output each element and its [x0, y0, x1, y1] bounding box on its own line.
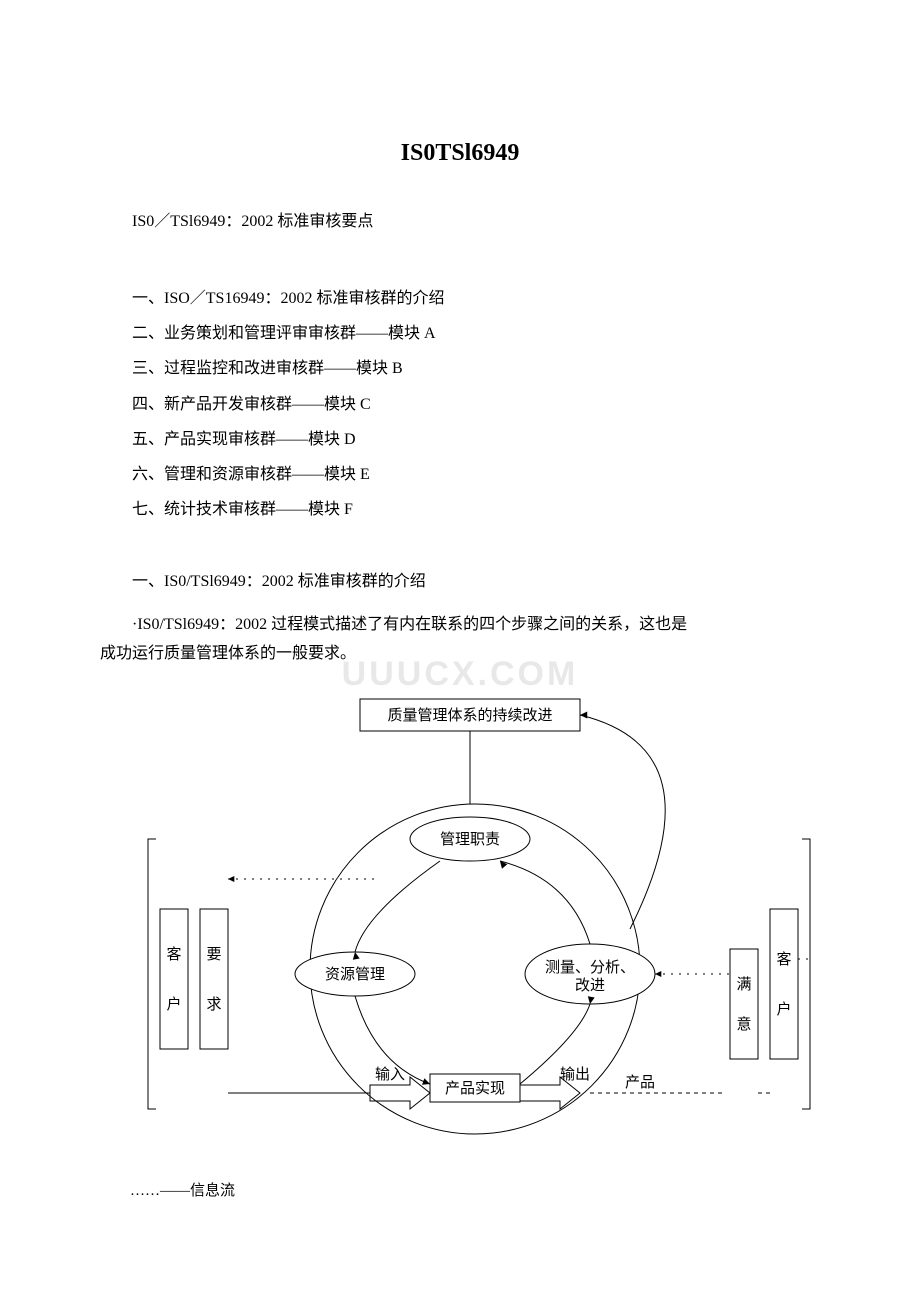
body-paragraph: 成功运行质量管理体系的一般要求。	[100, 640, 820, 669]
svg-text:意: 意	[736, 1015, 751, 1033]
svg-text:客: 客	[776, 951, 791, 968]
doc-title: IS0TSl6949	[100, 140, 820, 167]
toc-item: 三、过程监控和改进审核群——模块 B	[100, 351, 820, 386]
svg-text:产品实现: 产品实现	[445, 1080, 505, 1097]
svg-text:测量、分析、: 测量、分析、	[545, 959, 635, 976]
svg-text:产品: 产品	[625, 1074, 655, 1091]
toc-item: 一、ISO／TS16949：2002 标准审核群的介绍	[100, 281, 820, 316]
svg-text:改进: 改进	[575, 977, 605, 994]
process-diagram: 质量管理体系的持续改进管理职责资源管理 测量、分析、改进产品实现 客户 要求 满意 客户输…	[100, 689, 820, 1149]
svg-text:要: 要	[206, 947, 221, 963]
svg-text:户: 户	[166, 996, 181, 1013]
toc: 一、ISO／TS16949：2002 标准审核群的介绍 二、业务策划和管理评审审…	[100, 281, 820, 527]
legend-info-flow: ……——信息流	[100, 1179, 820, 1200]
toc-item: 七、统计技术审核群——模块 F	[100, 492, 820, 527]
svg-text:质量管理体系的持续改进: 质量管理体系的持续改进	[387, 707, 552, 724]
body-paragraph: ·IS0/TSl6949：2002 过程模式描述了有内在联系的四个步骤之间的关系…	[100, 611, 820, 640]
svg-text:输入: 输入	[375, 1066, 405, 1083]
toc-item: 六、管理和资源审核群——模块 E	[100, 457, 820, 492]
svg-text:户: 户	[776, 1001, 791, 1018]
section-heading: 一、IS0/TSl6949：2002 标准审核群的介绍	[100, 567, 820, 591]
doc-subtitle: IS0／TSl6949：2002 标准审核要点	[100, 207, 820, 231]
svg-text:客: 客	[166, 946, 181, 963]
svg-text:满: 满	[736, 976, 751, 993]
svg-text:资源管理: 资源管理	[325, 966, 385, 983]
toc-item: 五、产品实现审核群——模块 D	[100, 422, 820, 457]
toc-item: 二、业务策划和管理评审审核群——模块 A	[100, 316, 820, 351]
svg-text:输出: 输出	[560, 1066, 590, 1083]
svg-text:管理职责: 管理职责	[440, 831, 500, 848]
svg-text:求: 求	[206, 996, 221, 1013]
document-content: IS0TSl6949 IS0／TSl6949：2002 标准审核要点 一、ISO…	[100, 140, 820, 1200]
toc-item: 四、新产品开发审核群——模块 C	[100, 387, 820, 422]
